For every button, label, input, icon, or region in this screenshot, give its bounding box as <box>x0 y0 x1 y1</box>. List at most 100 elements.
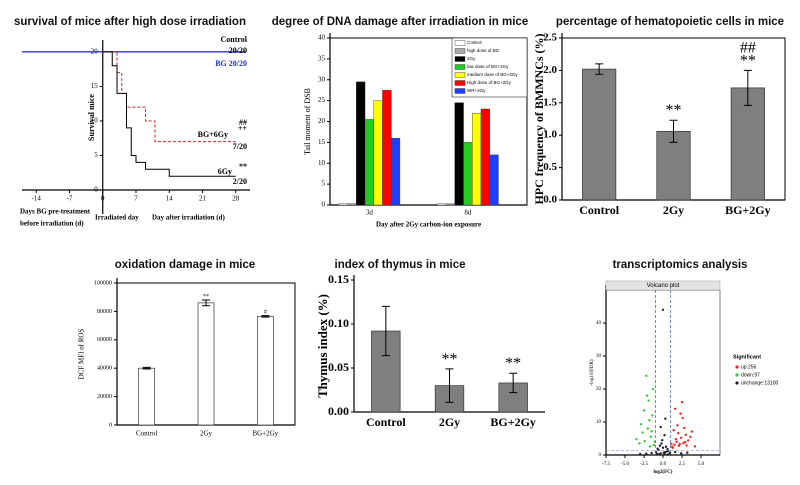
significance-label: # <box>264 310 267 316</box>
y-tick-label: 10 <box>318 159 326 167</box>
legend-label: up:256 <box>741 364 757 370</box>
legend-swatch <box>454 72 466 78</box>
x-axis-label: Day after 2Gy carbon-ion exposure <box>376 221 481 229</box>
x-tick-label: Control <box>366 415 406 429</box>
legend-label: unchange:13100 <box>741 380 778 386</box>
bar <box>373 100 383 206</box>
bar <box>364 119 374 206</box>
point <box>673 407 677 410</box>
plot-header <box>605 280 721 291</box>
y-tick-label: 0.5 <box>543 161 557 173</box>
legend-label: low dose of BG+2Gy <box>467 64 509 69</box>
y-tick-label: 0.00 <box>328 404 349 418</box>
x-tick-label: -2.5 <box>640 462 648 467</box>
y-tick-label: 2.0 <box>543 64 557 76</box>
point <box>674 437 678 441</box>
x-tick-label: 3d <box>366 209 374 217</box>
point <box>658 444 662 447</box>
bar <box>480 108 490 206</box>
legend-swatch <box>454 56 466 62</box>
y-tick-label: 40 <box>596 321 602 326</box>
point <box>639 452 642 456</box>
x-note: Irradiated day <box>95 214 139 222</box>
y-tick-label: 1.5 <box>543 96 557 108</box>
legend-label: WR+2Gy <box>467 88 486 93</box>
chart-title: oxidation damage in mice <box>115 259 256 271</box>
point <box>678 442 681 446</box>
point <box>672 429 675 432</box>
legend-label: high dose of BG <box>467 48 500 53</box>
legend-label: High dose of BG+2Gy <box>467 80 512 85</box>
x-tick-label: -7 <box>67 195 73 203</box>
point <box>684 433 687 437</box>
point <box>641 431 644 434</box>
annotation: BG+6Gy <box>198 130 228 139</box>
x-tick-label: -14 <box>32 195 42 203</box>
point <box>661 446 665 449</box>
x-tick-label: 0 <box>101 195 105 203</box>
chart-panel: percentage of hematopoietic cells in mic… <box>532 16 786 217</box>
annotation: 7/20 <box>233 142 247 151</box>
point <box>651 387 655 391</box>
bar <box>582 68 617 201</box>
y-tick-label: 80000 <box>97 309 112 315</box>
point <box>680 401 684 404</box>
error-bar <box>595 63 604 75</box>
y-tick-label: 20000 <box>97 394 112 400</box>
x-tick-label: BG+2Gy <box>252 430 278 438</box>
y-tick-label: 0.15 <box>328 272 349 286</box>
x-tick-label: 28 <box>232 195 240 203</box>
annotation: BG 20/20 <box>215 59 247 68</box>
annotation: 2/20 <box>233 177 247 186</box>
point <box>661 308 665 311</box>
plot-frame <box>605 289 721 456</box>
chart-title: index of thymus in mice <box>335 259 466 271</box>
point <box>647 399 650 402</box>
x-tick-label: 8d <box>464 209 472 217</box>
x-tick-label: 2Gy <box>663 203 684 217</box>
bar <box>463 142 473 206</box>
point <box>679 412 682 415</box>
legend-swatch <box>454 64 466 70</box>
significance-label: ** <box>740 52 756 69</box>
legend-swatch <box>454 88 466 94</box>
point <box>683 426 686 430</box>
point <box>673 450 677 454</box>
point <box>686 439 690 442</box>
point <box>646 427 649 430</box>
point <box>645 374 648 377</box>
error-bar <box>509 372 518 394</box>
point <box>656 447 659 450</box>
y-tick-label: 0 <box>109 422 112 428</box>
error-bar <box>445 368 454 403</box>
point <box>685 444 688 447</box>
bar <box>347 203 357 206</box>
y-tick-label: 40 <box>318 34 326 42</box>
point <box>639 423 643 426</box>
y-tick-label: 1.0 <box>543 129 557 141</box>
point <box>651 414 654 417</box>
x-tick-label: Control <box>136 430 157 438</box>
point <box>671 446 675 449</box>
y-tick-label: 10 <box>91 117 99 125</box>
error-bar <box>743 69 752 106</box>
point <box>663 434 666 437</box>
annotation: ## <box>239 118 247 127</box>
chart-title: percentage of hematopoietic cells in mic… <box>556 16 784 28</box>
point <box>666 447 669 451</box>
point <box>648 419 651 422</box>
bar <box>730 87 765 201</box>
survival-line <box>102 51 236 177</box>
y-tick-label: 60000 <box>97 337 112 343</box>
y-axis-label: Tail moment of DSB <box>303 88 312 155</box>
significance-label: ** <box>442 351 458 368</box>
significance-label: ## <box>740 39 756 56</box>
bar <box>454 102 464 206</box>
point <box>686 451 689 454</box>
point <box>659 425 662 429</box>
significance-label: ** <box>505 355 521 372</box>
legend-marker <box>735 365 739 369</box>
point <box>642 409 646 412</box>
point <box>638 442 641 445</box>
